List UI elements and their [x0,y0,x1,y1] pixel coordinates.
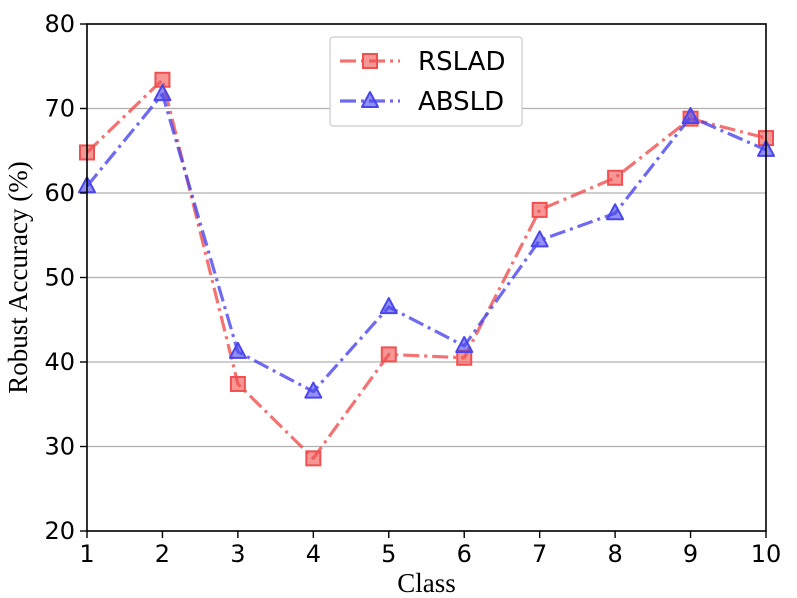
x-tick-label-9: 9 [683,540,698,568]
data-point-absld-2 [153,84,172,102]
legend-label-rslad: RSLAD [418,47,505,77]
y-tick-label-70: 70 [44,95,75,123]
x-tick-label-6: 6 [457,540,472,568]
legend-entry-absld: ABSLD [340,87,504,117]
data-point-absld-3 [228,341,247,359]
data-point-rslad-5 [380,346,397,363]
x-tick-label-2: 2 [155,540,170,568]
series-rslad [79,71,774,467]
data-point-absld-4 [304,381,323,399]
data-point-absld-5 [379,297,398,315]
legend-marker-absld [361,91,379,108]
x-tick-label-7: 7 [532,540,547,568]
series-line-absld [85,92,767,394]
x-tick-label-4: 4 [306,540,321,568]
series-absld [78,84,775,399]
y-tick-label-80: 80 [44,10,75,38]
legend-entry-rslad: RSLAD [340,47,505,77]
y-tick-label-20: 20 [44,517,75,545]
data-point-absld-7 [530,230,549,248]
series-layer [78,71,775,467]
legend-label-absld: ABSLD [418,87,504,117]
legend-marker-rslad [362,53,378,69]
data-point-rslad-8 [607,169,624,186]
data-point-rslad-7 [531,201,548,218]
y-tick-label-40: 40 [44,348,75,376]
data-point-rslad-4 [305,450,322,467]
data-point-absld-9 [681,106,700,124]
x-axis-title: Class [397,568,456,598]
y-tick-label-30: 30 [44,433,75,461]
x-tick-label-3: 3 [230,540,245,568]
axis-ticks: 20 30 40 50 60 70 80 1 2 3 4 5 6 7 8 9 10 [44,10,781,568]
y-axis-title: Robust Accuracy (%) [3,161,33,393]
series-line-rslad [85,78,767,460]
data-point-rslad-3 [229,375,246,392]
x-tick-label-8: 8 [607,540,622,568]
data-point-absld-8 [606,203,625,221]
x-tick-label-1: 1 [79,540,94,568]
x-tick-label-5: 5 [381,540,396,568]
y-tick-label-60: 60 [44,179,75,207]
y-tick-label-50: 50 [44,264,75,292]
data-point-absld-6 [455,335,474,353]
legend: RSLAD ABSLD [329,36,523,127]
x-tick-label-10: 10 [751,540,782,568]
